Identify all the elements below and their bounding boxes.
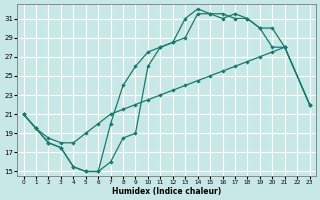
X-axis label: Humidex (Indice chaleur): Humidex (Indice chaleur) [112, 187, 221, 196]
